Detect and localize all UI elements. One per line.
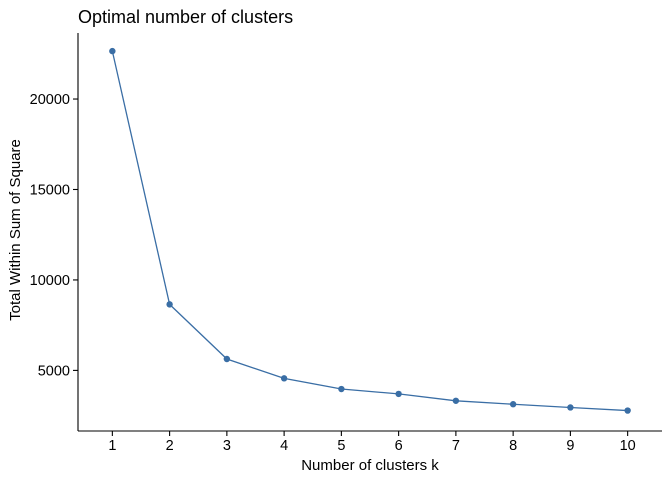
x-tick-label: 3 bbox=[223, 438, 231, 454]
data-point bbox=[452, 397, 460, 404]
x-tick-label: 6 bbox=[395, 438, 403, 454]
data-point bbox=[509, 401, 517, 408]
data-point bbox=[166, 301, 173, 308]
x-tick-label: 5 bbox=[337, 438, 345, 454]
y-tick-label: 10000 bbox=[30, 273, 70, 289]
y-axis-ticks: 5000 10000 15000 20000 bbox=[30, 92, 78, 379]
data-point bbox=[567, 404, 574, 411]
data-point bbox=[109, 47, 116, 55]
data-point bbox=[395, 390, 402, 398]
y-tick-label: 20000 bbox=[30, 92, 70, 108]
x-tick-label: 7 bbox=[452, 438, 460, 454]
y-tick-label: 15000 bbox=[30, 182, 70, 198]
x-tick-label: 8 bbox=[509, 438, 517, 454]
y-axis-label: Total Within Sum of Square bbox=[7, 139, 24, 321]
data-point bbox=[338, 385, 345, 393]
data-point bbox=[223, 355, 231, 363]
x-tick-label: 9 bbox=[566, 438, 574, 454]
series-line bbox=[111, 50, 628, 412]
data-point bbox=[624, 407, 631, 414]
x-tick-label: 4 bbox=[280, 438, 288, 454]
x-axis-ticks: 1 2 3 4 5 6 7 8 9 10 bbox=[108, 431, 636, 454]
x-tick-label: 10 bbox=[620, 438, 636, 454]
chart-title: Optimal number of clusters bbox=[78, 7, 293, 27]
data-point bbox=[280, 375, 288, 382]
x-tick-label: 1 bbox=[108, 438, 116, 454]
y-tick-label: 5000 bbox=[38, 363, 70, 379]
x-tick-label: 2 bbox=[166, 438, 174, 454]
plot-area: 5000 10000 15000 20000 1 2 3 4 5 6 7 8 9 10 bbox=[30, 33, 662, 454]
series-layer bbox=[109, 47, 631, 414]
x-axis-label: Number of clusters k bbox=[301, 457, 439, 474]
